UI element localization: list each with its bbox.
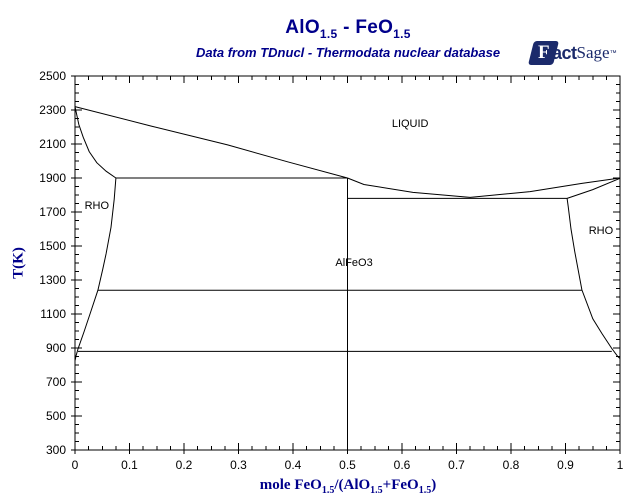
region-label-alfeo3: AlFeO3 <box>335 257 372 269</box>
series-solidus-left <box>74 106 117 179</box>
chart-title: AlO1.5 - FeO1.5 <box>285 17 411 41</box>
x-tick-label: 0.5 <box>339 458 356 472</box>
y-tick-label: 1700 <box>39 205 66 219</box>
y-tick-label: 1100 <box>40 307 66 321</box>
region-label-rho: RHO <box>589 225 614 237</box>
x-tick-label: 0 <box>72 458 79 472</box>
y-tick-label: 900 <box>46 341 66 355</box>
x-axis-title: mole FeO1.5/(AlO1.5+FeO1.5) <box>259 477 437 496</box>
region-label-liquid: LIQUID <box>392 118 429 130</box>
x-tick-label: 1 <box>617 458 624 472</box>
y-tick-label: 1900 <box>39 171 66 185</box>
factsage-logo-sage: Sage <box>576 43 610 62</box>
x-tick-label: 0.1 <box>121 458 138 472</box>
x-tick-label: 0.9 <box>557 458 574 472</box>
region-label-rho: RHO <box>85 200 110 212</box>
series-solidus-right <box>566 177 621 199</box>
x-tick-label: 0.3 <box>230 458 247 472</box>
y-tick-label: 700 <box>46 375 66 389</box>
y-tick-label: 300 <box>46 443 66 457</box>
trademark-icon: ™ <box>609 49 617 57</box>
x-tick-label: 0.8 <box>503 458 520 472</box>
x-tick-label: 0.4 <box>285 458 302 472</box>
series-liquidus-right <box>347 177 621 198</box>
y-tick-label: 2300 <box>39 103 66 117</box>
series-liquidus-left <box>74 106 348 179</box>
x-tick-label: 0.2 <box>176 458 193 472</box>
x-tick-label: 0.7 <box>448 458 465 472</box>
y-tick-label: 2100 <box>39 137 66 151</box>
y-tick-label: 1300 <box>39 273 66 287</box>
y-tick-label: 1500 <box>39 239 66 253</box>
chart-subtitle: Data from TDnucl - Thermodata nuclear da… <box>195 45 501 60</box>
y-tick-label: 500 <box>46 409 66 423</box>
y-tick-label: 2500 <box>39 69 66 83</box>
factsage-logo-act: act <box>552 42 577 63</box>
series-solvus-right <box>566 198 621 359</box>
x-tick-label: 0.6 <box>394 458 411 472</box>
